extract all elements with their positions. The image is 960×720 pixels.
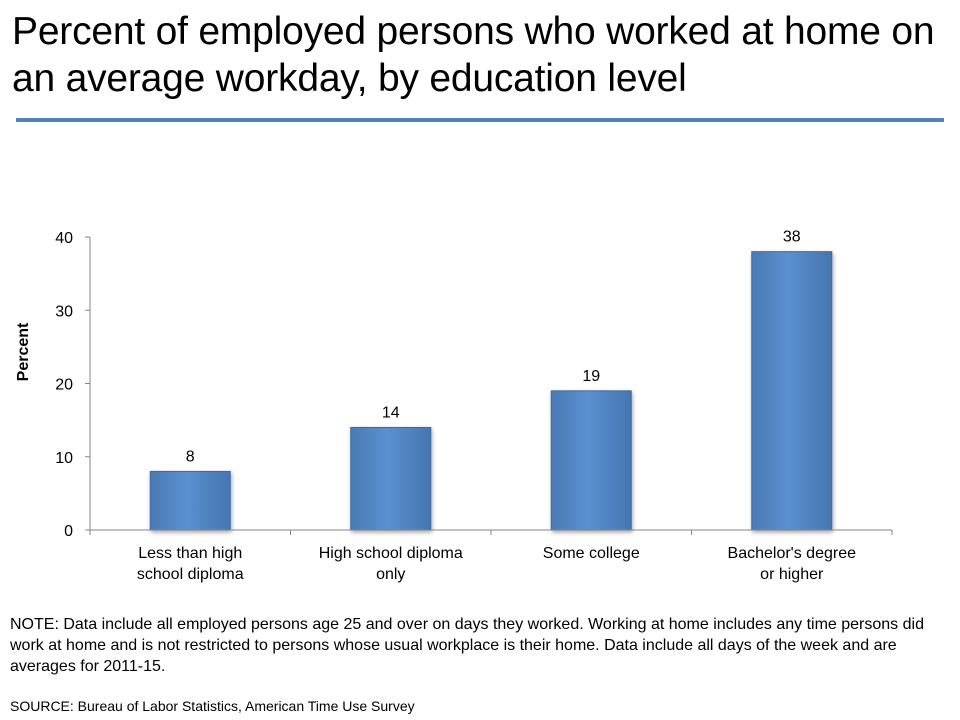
y-tick-label: 20 [55, 377, 73, 394]
x-category-label: Less than high school diploma [137, 545, 244, 583]
chart-source: SOURCE: Bureau of Labor Statistics, Amer… [10, 698, 415, 714]
x-axis: Less than high school diploma High school … [89, 529, 893, 583]
y-tick-label: 40 [55, 230, 73, 247]
bar-value-label: 38 [783, 229, 801, 246]
x-category-label: High school diploma only [319, 545, 463, 583]
y-axis-label: Percent [15, 322, 32, 381]
y-axis: 0 10 20 30 40 [55, 230, 91, 540]
chart-title: Percent of employed persons who worked a… [12, 10, 935, 100]
bar [350, 426, 432, 531]
bar [550, 390, 632, 531]
bar-chart: Percent 0 10 20 30 40 8 14 19 38 Less than high… [15, 229, 893, 583]
bar [751, 251, 833, 531]
bars-group: 8 14 19 38 [149, 229, 833, 531]
bar-value-label: 8 [186, 448, 195, 465]
bar-value-label: 14 [382, 404, 400, 421]
chart-note: NOTE: Data include all employed persons … [10, 616, 924, 675]
bar [149, 470, 231, 531]
bar-value-label: 19 [582, 368, 600, 385]
y-tick-label: 0 [64, 523, 73, 540]
title-underline [16, 118, 944, 122]
x-category-label: Some college [543, 545, 640, 562]
y-tick-label: 30 [55, 303, 73, 320]
x-category-label: Bachelor's degree or higher [728, 545, 857, 583]
y-tick-label: 10 [55, 450, 73, 467]
